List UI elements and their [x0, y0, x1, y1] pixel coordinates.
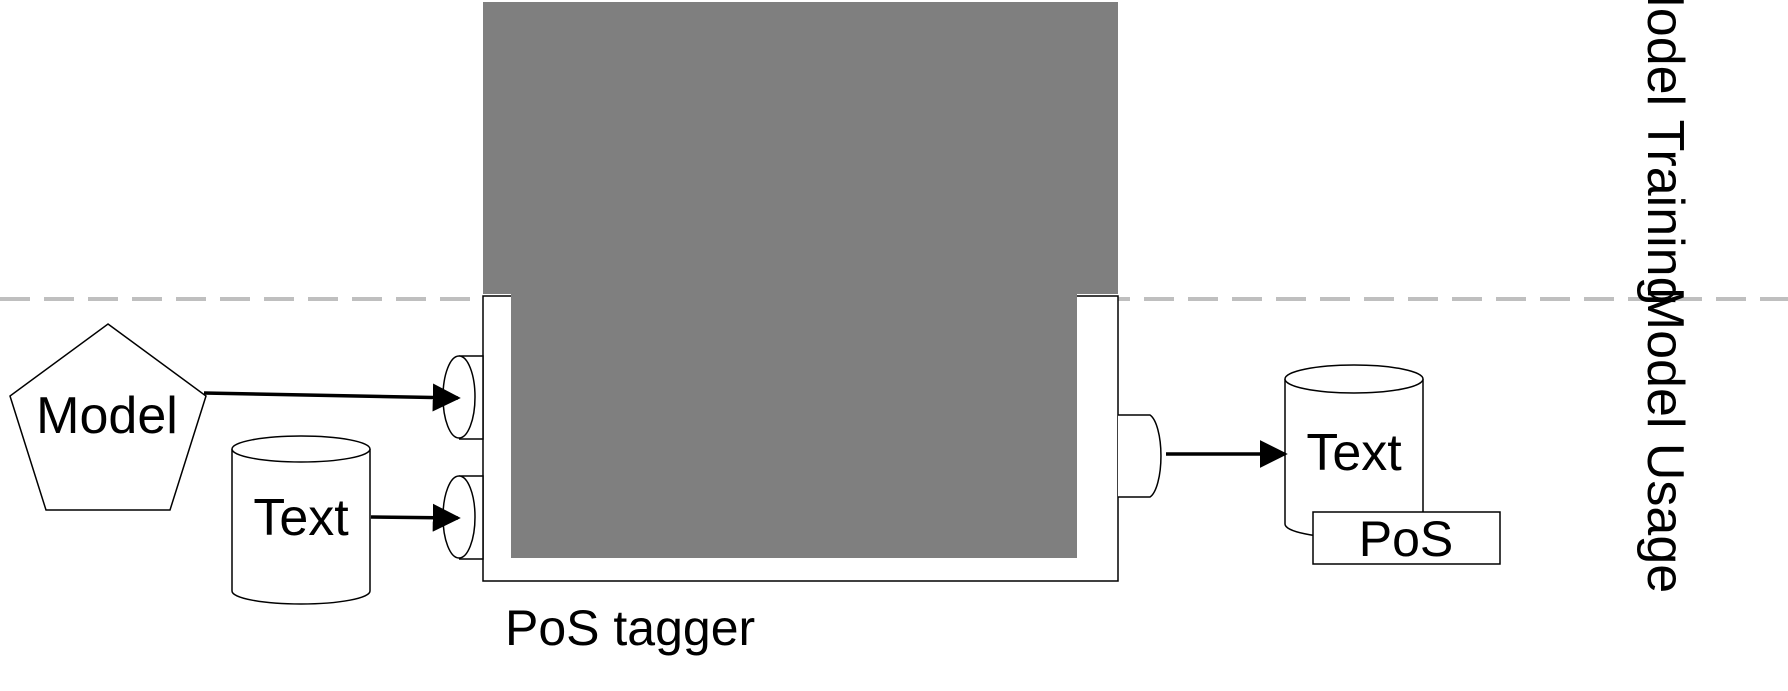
text-input-label: Text [253, 489, 349, 547]
text-output-label: Text [1306, 424, 1402, 482]
text-input-cylinder [231, 435, 371, 605]
model-pentagon [9, 323, 207, 511]
pos-box [1312, 511, 1501, 565]
arrow-text-to-tagger [370, 503, 461, 532]
pos-label: PoS [1359, 511, 1454, 567]
output-port [1118, 414, 1162, 498]
text-output-cylinder [1284, 364, 1424, 539]
tagger-body [483, 2, 1118, 558]
arrow-model-to-tagger [203, 383, 461, 412]
tagger-label: PoS tagger [505, 600, 755, 656]
input-port-model [442, 355, 484, 440]
region-label-usage: Model Usage [1636, 287, 1694, 593]
model-label: Model [36, 387, 178, 445]
region-label-training: Model Training [1636, 0, 1694, 306]
